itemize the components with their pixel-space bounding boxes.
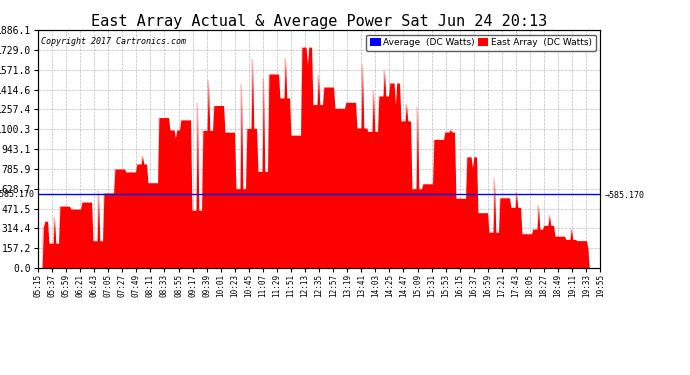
Legend: Average  (DC Watts), East Array  (DC Watts): Average (DC Watts), East Array (DC Watts… bbox=[366, 34, 595, 51]
Text: Copyright 2017 Cartronics.com: Copyright 2017 Cartronics.com bbox=[41, 37, 186, 46]
Text: ←585.170: ←585.170 bbox=[0, 190, 35, 199]
Title: East Array Actual & Average Power Sat Jun 24 20:13: East Array Actual & Average Power Sat Ju… bbox=[91, 14, 547, 29]
